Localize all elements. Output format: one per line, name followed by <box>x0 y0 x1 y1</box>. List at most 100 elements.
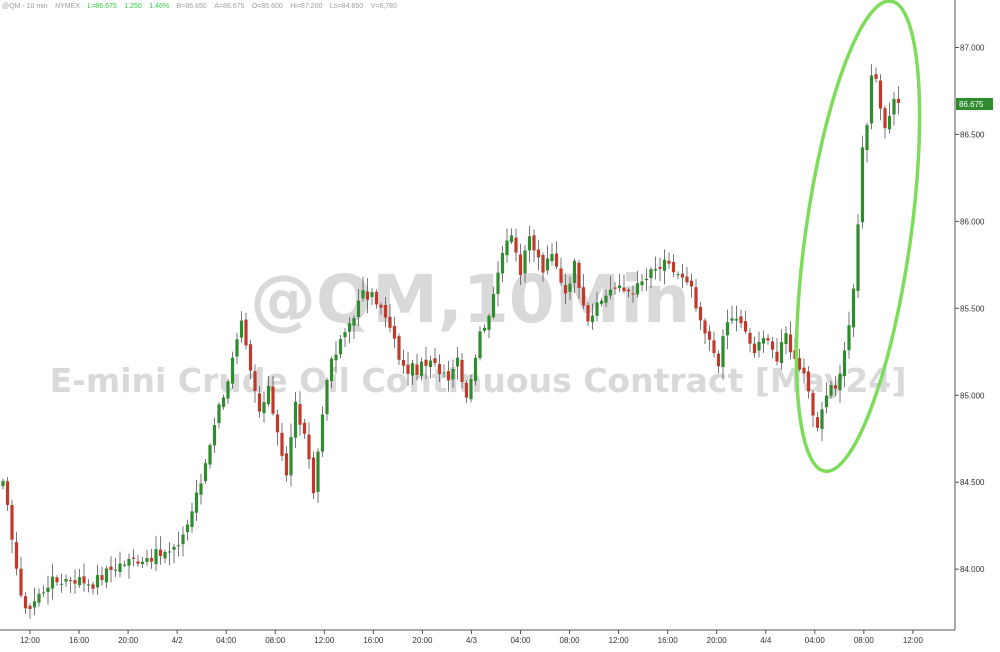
candle-body <box>145 558 149 562</box>
candle <box>811 390 815 428</box>
quote-header: @QM - 10 min NYMEX L=86.675 1.250 1.46% … <box>2 0 397 12</box>
candle-body <box>122 564 127 566</box>
candle-body <box>869 75 874 124</box>
candle <box>725 309 730 349</box>
candle <box>613 282 617 295</box>
candle-body <box>338 339 343 355</box>
candle <box>554 241 559 269</box>
candle <box>82 563 86 592</box>
candle <box>50 564 55 600</box>
candle <box>365 278 370 314</box>
header-bid: B=86.650 <box>177 3 207 10</box>
candle <box>14 531 19 576</box>
candle <box>892 91 896 126</box>
candle <box>734 305 739 332</box>
candle <box>158 536 163 565</box>
candle-body <box>464 382 469 398</box>
candle-body <box>491 294 496 318</box>
candle <box>586 302 590 327</box>
candle <box>419 357 424 381</box>
candle <box>469 374 473 403</box>
candle <box>10 499 14 554</box>
candle <box>221 394 226 410</box>
candle-body <box>707 331 712 340</box>
candle <box>851 284 856 337</box>
candle-body <box>667 260 671 264</box>
candle-body <box>514 237 518 253</box>
candle <box>671 253 676 277</box>
candle-body <box>392 326 397 339</box>
candle-body <box>523 250 527 274</box>
watermark-symbol: @QM,10Min <box>250 261 690 338</box>
x-tick-label: 4/4 <box>760 636 772 645</box>
candle <box>307 422 311 469</box>
watermark-contract-name: E-mini Crude Oil Continuous Contract [Ma… <box>50 361 907 400</box>
candle <box>46 575 50 605</box>
candle <box>23 592 28 615</box>
candle-body <box>730 318 734 321</box>
candle <box>55 575 59 586</box>
candle <box>334 341 338 374</box>
header-open: O=85.600 <box>252 3 283 10</box>
candle-body <box>334 354 338 361</box>
candle-body <box>743 321 748 332</box>
candle-body <box>428 360 433 368</box>
candle <box>874 67 878 83</box>
candle <box>118 551 122 578</box>
candle-body <box>563 285 568 294</box>
candle <box>95 564 100 595</box>
candle <box>77 568 82 588</box>
candle-body <box>325 379 329 415</box>
candle-body <box>158 549 163 557</box>
candle-body <box>500 253 505 274</box>
candle-body <box>280 432 284 456</box>
candle-body <box>68 580 73 582</box>
candle-body <box>100 575 104 580</box>
candle <box>644 268 649 291</box>
candle <box>721 329 725 380</box>
candle-body <box>721 336 725 367</box>
candle-body <box>302 422 307 434</box>
candle <box>262 391 266 423</box>
candle <box>392 316 397 349</box>
candle-body <box>739 316 743 324</box>
candle-body <box>230 357 235 384</box>
candle-body <box>118 563 122 572</box>
candle <box>667 252 671 269</box>
candle <box>491 286 496 320</box>
candle <box>689 273 694 298</box>
y-tick-label: 85.500 <box>960 304 985 313</box>
candle-body <box>766 338 770 341</box>
candle-body <box>581 287 586 306</box>
candle-body <box>23 596 28 609</box>
candle <box>770 337 775 359</box>
candle-body <box>19 568 23 596</box>
candle <box>122 560 127 567</box>
x-tick-label: 20:00 <box>707 636 728 645</box>
candle-body <box>221 397 226 407</box>
candles <box>1 64 901 619</box>
candle-body <box>383 305 388 318</box>
candle <box>185 519 190 541</box>
candle-body <box>887 116 892 130</box>
candle <box>653 256 658 280</box>
candle <box>41 585 46 597</box>
candle <box>716 350 721 374</box>
candle <box>442 364 446 378</box>
x-tick-label: 12:00 <box>903 636 924 645</box>
candle <box>838 364 842 403</box>
axes <box>0 0 956 631</box>
candle <box>464 379 469 404</box>
candle <box>64 574 68 588</box>
candle <box>361 276 365 302</box>
candle-body <box>1 480 5 487</box>
candle-body <box>248 344 253 371</box>
candle-body <box>352 318 356 326</box>
candle-body <box>37 593 41 603</box>
candle <box>203 459 208 484</box>
candle <box>784 326 788 354</box>
candle-body <box>172 546 176 550</box>
candle <box>496 261 500 307</box>
candle <box>284 446 289 482</box>
